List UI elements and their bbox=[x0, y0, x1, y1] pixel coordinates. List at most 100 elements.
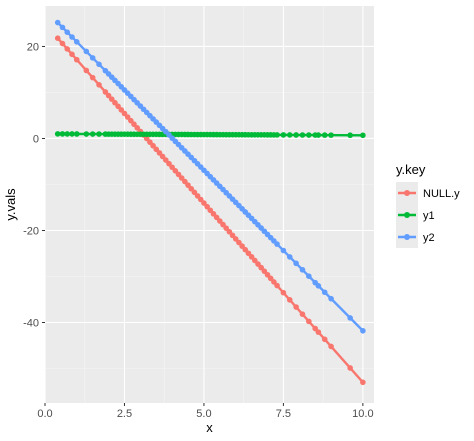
data-point bbox=[96, 61, 102, 68]
y-axis: -40 -20 0 20 bbox=[23, 41, 45, 329]
data-point bbox=[54, 19, 61, 26]
data-point bbox=[261, 268, 268, 274]
data-point bbox=[83, 67, 90, 74]
data-point bbox=[89, 74, 96, 81]
data-point bbox=[258, 264, 264, 271]
data-point bbox=[178, 175, 185, 181]
x-tick-label: 2.5 bbox=[117, 408, 132, 420]
legend-key-point bbox=[404, 234, 410, 240]
data-point bbox=[59, 24, 66, 31]
data-point bbox=[347, 365, 353, 371]
data-point bbox=[69, 131, 75, 137]
data-point bbox=[73, 56, 80, 63]
data-point bbox=[197, 196, 204, 203]
data-point bbox=[73, 131, 80, 137]
data-point bbox=[207, 207, 214, 214]
data-point bbox=[213, 214, 220, 221]
legend-key-point bbox=[404, 190, 410, 196]
y-tick-label: -40 bbox=[23, 317, 39, 329]
series-null-y bbox=[54, 35, 366, 386]
data-point bbox=[59, 40, 66, 47]
data-point bbox=[328, 295, 334, 302]
data-point bbox=[64, 29, 71, 35]
data-point bbox=[89, 55, 96, 61]
data-point bbox=[251, 257, 258, 264]
data-point bbox=[347, 315, 353, 321]
data-point bbox=[255, 261, 261, 267]
data-point bbox=[280, 247, 287, 254]
data-point bbox=[293, 132, 299, 138]
data-point bbox=[210, 211, 217, 217]
data-point bbox=[83, 48, 90, 55]
legend-key-y1: y1 bbox=[396, 204, 435, 226]
x-axis: 0.0 2.5 5.0 7.5 10.0 bbox=[37, 403, 374, 420]
data-point bbox=[147, 139, 153, 145]
data-point bbox=[293, 304, 299, 310]
data-point bbox=[69, 34, 75, 40]
data-point bbox=[89, 131, 96, 137]
data-point bbox=[328, 132, 334, 138]
data-point bbox=[59, 131, 66, 137]
data-point bbox=[118, 107, 125, 113]
data-point bbox=[226, 228, 233, 235]
data-point bbox=[182, 178, 188, 185]
data-point bbox=[96, 131, 102, 137]
data-point bbox=[96, 81, 102, 88]
data-point bbox=[204, 203, 210, 210]
data-point bbox=[347, 132, 353, 139]
data-point bbox=[105, 92, 112, 99]
data-point bbox=[232, 236, 239, 242]
data-point bbox=[328, 343, 334, 350]
data-point bbox=[239, 243, 245, 249]
legend-label-y1: y1 bbox=[423, 210, 435, 222]
series-y1 bbox=[54, 131, 366, 139]
panel-background bbox=[45, 6, 374, 403]
data-point bbox=[162, 157, 169, 163]
x-tick-label: 7.5 bbox=[276, 408, 291, 420]
data-point bbox=[73, 39, 80, 45]
data-point bbox=[166, 160, 172, 167]
data-point bbox=[175, 171, 182, 178]
data-point bbox=[299, 311, 306, 317]
legend-key-null-y: NULL.y bbox=[396, 182, 460, 204]
x-axis-title: x bbox=[206, 420, 213, 435]
data-point bbox=[306, 273, 312, 279]
data-point bbox=[274, 132, 280, 138]
data-point bbox=[128, 117, 134, 124]
data-point bbox=[153, 146, 160, 153]
data-point bbox=[64, 46, 71, 52]
data-point bbox=[360, 132, 366, 139]
data-point bbox=[64, 131, 71, 137]
minor-grid bbox=[45, 6, 374, 403]
x-tick-label: 5.0 bbox=[196, 408, 211, 420]
data-point bbox=[220, 221, 226, 228]
data-point bbox=[315, 132, 322, 138]
data-point bbox=[315, 329, 322, 335]
data-point bbox=[274, 282, 280, 289]
data-point bbox=[102, 89, 109, 95]
data-point bbox=[143, 135, 150, 142]
data-point bbox=[54, 131, 61, 137]
data-point bbox=[69, 51, 75, 58]
series-layer bbox=[54, 19, 366, 386]
data-point bbox=[188, 185, 195, 192]
data-point bbox=[286, 297, 293, 303]
data-point bbox=[229, 232, 236, 239]
data-point bbox=[321, 289, 328, 296]
data-point bbox=[293, 260, 299, 267]
data-point bbox=[108, 96, 115, 102]
data-point bbox=[245, 250, 252, 257]
legend-key-y2: y2 bbox=[396, 226, 435, 248]
data-point bbox=[321, 336, 328, 343]
data-point bbox=[321, 132, 328, 138]
data-point bbox=[286, 254, 293, 260]
data-point bbox=[156, 150, 163, 156]
data-point bbox=[172, 168, 179, 174]
data-point bbox=[115, 103, 121, 110]
y-tick-label: -20 bbox=[23, 225, 39, 237]
legend-title: y.key bbox=[396, 162, 426, 177]
data-point bbox=[312, 325, 318, 332]
data-point bbox=[131, 121, 137, 128]
data-point bbox=[223, 225, 229, 231]
data-point bbox=[185, 182, 191, 188]
